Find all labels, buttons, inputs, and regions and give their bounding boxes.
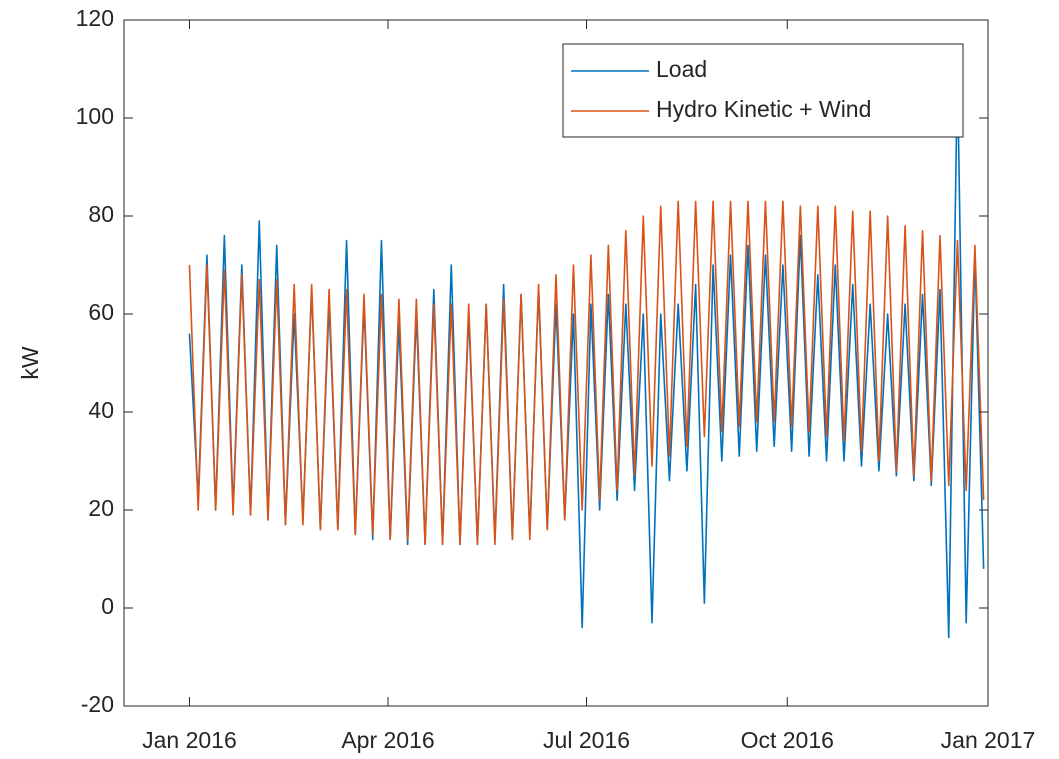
legend: Load Hydro Kinetic + Wind [562, 43, 964, 138]
y-tick-label: 60 [88, 299, 114, 325]
x-tick-label: Jul 2016 [543, 727, 630, 753]
axes-box [123, 19, 989, 707]
y-axis-label: kW [17, 346, 43, 380]
x-tick-label: Oct 2016 [741, 727, 834, 753]
y-tick-label: 120 [76, 5, 114, 31]
legend-label: Hydro Kinetic + Wind [656, 96, 871, 122]
y-tick-label: 0 [101, 593, 114, 619]
y-tick-label: 40 [88, 397, 114, 423]
x-tick-label: Jan 2016 [142, 727, 237, 753]
legend-label: Load [656, 56, 707, 82]
x-tick-label: Jan 2017 [941, 727, 1036, 753]
legend-box [562, 43, 964, 138]
x-tick-label: Apr 2016 [341, 727, 434, 753]
y-tick-label: 100 [76, 103, 114, 129]
y-tick-label: 80 [88, 201, 114, 227]
y-tick-label: 20 [88, 495, 114, 521]
y-tick-label: -20 [81, 691, 114, 717]
data-line [188, 200, 985, 546]
